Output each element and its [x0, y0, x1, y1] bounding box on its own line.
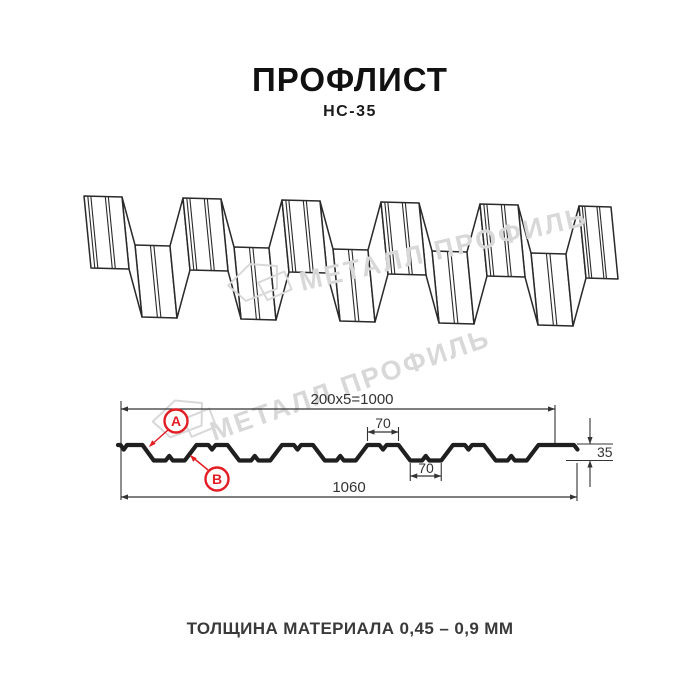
dim-height-label: 35 — [597, 444, 613, 460]
brand-logo-icon — [227, 263, 293, 302]
dim-rib-bottom-label: 70 — [418, 460, 434, 476]
profile-model-subtitle: НС-35 — [323, 103, 377, 120]
callout-a-arrow — [149, 429, 169, 447]
material-thickness-note: ТОЛЩИНА МАТЕРИАЛА 0,45 – 0,9 ММ — [187, 619, 514, 638]
callout-b-circle — [204, 466, 230, 492]
page-title: ПРОФЛИСТ — [252, 61, 448, 98]
dimension-lines — [120, 401, 613, 501]
callout-a-circle — [163, 408, 189, 434]
dim-top-width-label: 200x5=1000 — [311, 391, 394, 408]
sheet-3d-drawing — [83, 195, 619, 327]
dim-total-width-label: 1060 — [332, 479, 365, 496]
callout-b: B — [190, 455, 230, 492]
callout-b-letter: B — [212, 471, 222, 487]
callout-a-letter: A — [171, 413, 181, 429]
brand-logo-icon — [151, 399, 218, 439]
dim-rib-top-label: 70 — [375, 415, 391, 431]
callout-b-arrow — [190, 455, 209, 471]
callout-a: A — [149, 408, 189, 447]
cross-section-drawing — [115, 442, 580, 463]
